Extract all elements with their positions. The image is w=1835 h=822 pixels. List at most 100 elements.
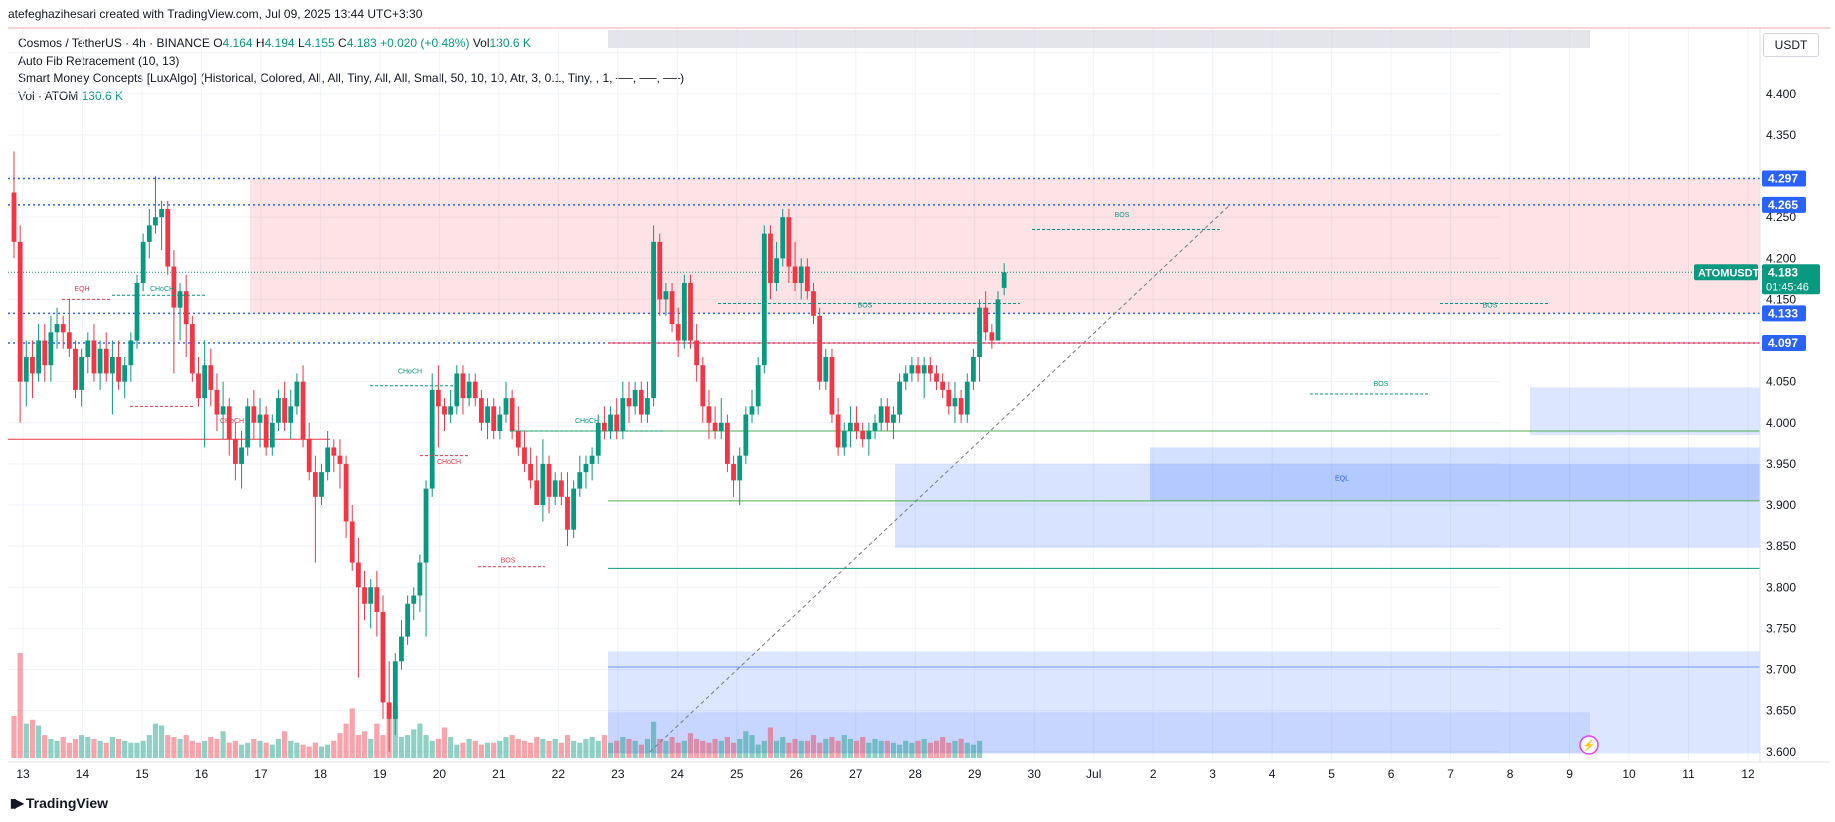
candle-body: [48, 332, 54, 366]
volume-bar: [183, 735, 189, 758]
volume-bar: [11, 716, 17, 758]
currency-unit-button[interactable]: USDT: [1763, 33, 1819, 57]
volume-bar: [607, 742, 614, 758]
volume-bar: [663, 740, 669, 758]
volume-bar: [546, 740, 552, 758]
fib-price-tag-label: 4.097: [1768, 336, 1798, 350]
volume-bar: [798, 740, 804, 758]
volume-bar: [460, 742, 466, 758]
candle-body: [571, 488, 577, 530]
tradingview-brand[interactable]: ▮▶ TradingView: [10, 795, 108, 811]
time-tick-label: 26: [790, 767, 804, 781]
volume-bar: [589, 737, 595, 758]
candle-body: [823, 356, 829, 382]
volume-bar: [724, 737, 730, 758]
candle-body: [718, 422, 724, 432]
candle-body: [91, 340, 97, 374]
candle-body: [306, 439, 312, 473]
candle-body: [288, 406, 294, 423]
smc-structure-labels: EQH CHoCH CHoCH CHoCH CHoCH BOS CHoCH BOS BOS BOS…: [62, 212, 1548, 568]
candle-body: [915, 365, 921, 374]
candle-body: [681, 282, 687, 341]
fib-price-tag: [1762, 335, 1806, 352]
volume-bar: [657, 738, 663, 758]
time-tick-label: 11: [1682, 767, 1695, 781]
candle-body: [638, 389, 644, 415]
volume-bar: [780, 737, 786, 758]
volume-bar: [337, 733, 343, 758]
volume-bar: [368, 738, 374, 758]
candle-body: [159, 208, 164, 218]
candle-body: [694, 340, 700, 366]
open-value: 4.164: [222, 36, 253, 50]
change-value: +0.020 (+0.48%): [380, 36, 470, 50]
candle-body: [202, 365, 208, 399]
indicator-fib[interactable]: Auto Fib Retracement (10, 13): [18, 53, 180, 68]
candle-body: [577, 472, 583, 489]
indicator-volume[interactable]: Vol · ATOM 130.6 K: [18, 88, 684, 106]
last-price-tag: [1762, 264, 1820, 295]
candle-body: [774, 258, 779, 283]
smc-choch-label: CHoCH: [398, 368, 422, 375]
candle-body: [595, 422, 601, 456]
candle-body: [675, 324, 681, 341]
candle-body: [134, 282, 140, 341]
volume-bar: [23, 723, 29, 758]
volume-bar: [103, 742, 109, 758]
volume-bar: [275, 738, 282, 758]
volume-bar: [97, 740, 103, 758]
vol-value: 130.6 K: [489, 36, 531, 50]
candle-body: [337, 455, 343, 464]
smc-zones: [250, 30, 1760, 754]
candle-body: [153, 217, 158, 226]
candle-body: [374, 587, 380, 612]
indicator-smc[interactable]: Smart Money Concepts [LuxAlgo] (Historic…: [18, 71, 685, 85]
candle-body: [177, 291, 183, 308]
volume-bar: [202, 740, 208, 758]
volume-bar: [897, 744, 903, 758]
candle-body: [964, 381, 970, 415]
fib-price-tag: [1762, 170, 1806, 187]
volume-bar: [601, 735, 607, 758]
fib-price-tag-label: 4.133: [1768, 306, 1798, 320]
volume-bar: [577, 742, 583, 758]
symbol-title[interactable]: Cosmos / TetherUS · 4h · BINANCE: [18, 36, 210, 50]
volume-bar: [638, 744, 644, 758]
candle-body: [239, 447, 244, 464]
volume-bar: [866, 742, 872, 758]
time-tick-label: 30: [1028, 767, 1042, 781]
price-tick-label: 3.600: [1766, 745, 1796, 759]
volume-bar: [454, 744, 460, 758]
volume-bar: [534, 737, 540, 758]
price-tick-label: 3.650: [1766, 704, 1796, 718]
volume-bar: [411, 729, 417, 758]
volume-bar: [472, 740, 478, 758]
candle-body: [312, 472, 318, 497]
candle-body: [528, 463, 533, 481]
candle-body: [669, 291, 675, 325]
volume-bar: [884, 740, 890, 758]
tradingview-logo-icon: ▮▶: [10, 796, 24, 810]
candle-body: [11, 192, 17, 242]
volume-bar: [946, 742, 952, 758]
price-tick-label: 3.850: [1766, 539, 1796, 553]
candle-body: [534, 480, 540, 506]
order-block-mid: [1150, 447, 1760, 501]
candle-body: [362, 587, 367, 604]
candle-body: [761, 233, 767, 366]
volume-bar: [42, 735, 48, 758]
candle-body: [897, 381, 902, 415]
candle-body: [792, 266, 798, 283]
candle-body: [226, 406, 232, 440]
candle-body: [116, 356, 121, 382]
time-tick-label: 21: [492, 767, 506, 781]
candle-body: [977, 307, 982, 357]
volume-bar: [374, 723, 380, 758]
low-label: L: [297, 36, 305, 50]
smc-eql-label: EQL: [1335, 475, 1349, 482]
level-lines: [8, 177, 1760, 753]
candle-body: [429, 389, 435, 489]
time-tick-label: 7: [1447, 767, 1454, 781]
volume-bar: [540, 738, 546, 758]
